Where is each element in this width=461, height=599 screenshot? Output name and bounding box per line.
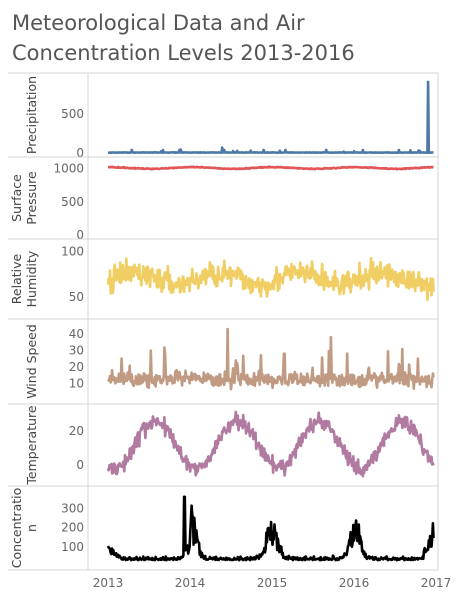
y-tick-label: 300 bbox=[61, 501, 84, 515]
y-tick-label: 200 bbox=[61, 521, 84, 535]
y-axis-label: Concentratio bbox=[9, 488, 24, 569]
x-tick-label: 2017 bbox=[421, 576, 452, 590]
x-tick-label: 2014 bbox=[175, 576, 206, 590]
series-line-relative-humidity bbox=[106, 256, 435, 302]
y-axis-label: Wind Speed bbox=[24, 324, 39, 399]
chart-title: Meteorological Data and Air Concentratio… bbox=[12, 11, 355, 65]
y-axis-label: Surface bbox=[9, 174, 24, 222]
y-tick-label: 100 bbox=[61, 540, 84, 554]
y-axis-label: n bbox=[24, 524, 39, 532]
series-line-precipitation bbox=[107, 80, 435, 154]
y-axis-label: Pressure bbox=[24, 171, 39, 225]
series-line-surface-pressure bbox=[107, 165, 435, 171]
y-tick-label: 0 bbox=[76, 458, 84, 472]
y-tick-label: 50 bbox=[69, 290, 84, 304]
y-tick-label: 40 bbox=[69, 327, 84, 341]
y-tick-label: 500 bbox=[61, 107, 84, 121]
y-tick-label: 0 bbox=[76, 228, 84, 242]
y-axis-label: Precipitation bbox=[24, 76, 39, 154]
y-tick-label: 10 bbox=[69, 376, 84, 390]
y-tick-label: 0 bbox=[76, 146, 84, 160]
y-axis-label: Humidity bbox=[24, 250, 39, 307]
y-tick-label: 500 bbox=[61, 195, 84, 209]
x-tick-label: 2016 bbox=[339, 576, 370, 590]
series-line-wind-speed bbox=[107, 327, 435, 391]
y-tick-label: 20 bbox=[69, 424, 84, 438]
y-tick-label: 1000 bbox=[53, 162, 84, 176]
y-tick-label: 30 bbox=[69, 343, 84, 357]
series-line-concentration bbox=[106, 495, 435, 562]
y-axis-label: Relative bbox=[9, 253, 24, 304]
x-tick-label: 2015 bbox=[257, 576, 288, 590]
series-line-temperature bbox=[106, 410, 435, 478]
y-tick-label: 100 bbox=[61, 244, 84, 258]
y-tick-label: 20 bbox=[69, 360, 84, 374]
y-axis-label: Temperature bbox=[24, 405, 39, 485]
x-tick-label: 2013 bbox=[93, 576, 124, 590]
